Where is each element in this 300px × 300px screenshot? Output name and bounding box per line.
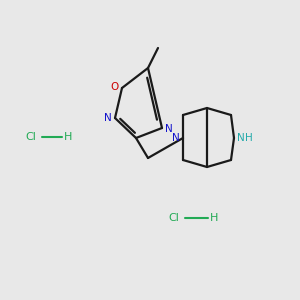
Text: Cl: Cl	[168, 213, 179, 223]
Text: N: N	[165, 124, 173, 134]
Text: Cl: Cl	[25, 132, 36, 142]
Text: N: N	[237, 133, 245, 143]
Text: N: N	[172, 133, 180, 143]
Text: H: H	[245, 133, 253, 143]
Text: H: H	[64, 132, 72, 142]
Text: H: H	[210, 213, 218, 223]
Text: N: N	[104, 113, 112, 123]
Text: O: O	[111, 82, 119, 92]
